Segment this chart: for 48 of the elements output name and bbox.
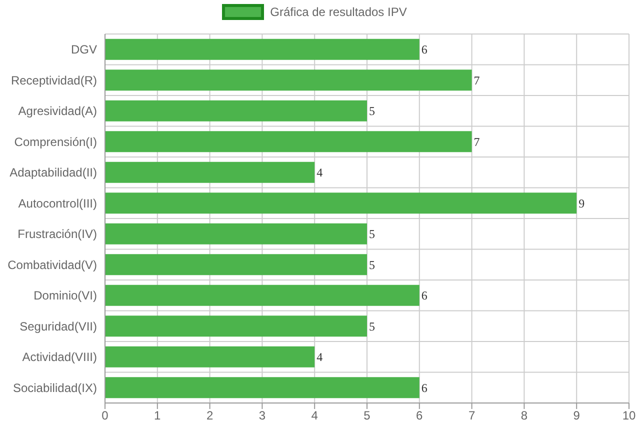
bar (105, 131, 472, 152)
x-tick-label: 4 (311, 408, 318, 423)
data-label: 6 (421, 42, 428, 57)
x-tick-label: 5 (364, 408, 371, 423)
y-tick-label: Comprensión(I) (14, 134, 97, 149)
y-tick-label: Dominio(VI) (34, 288, 97, 303)
data-label: 6 (421, 380, 428, 395)
x-tick-label: 8 (520, 408, 528, 423)
y-tick-label: Actividad(VIII) (22, 350, 97, 364)
bar (105, 192, 577, 214)
y-tick-label: Combatividad(V) (8, 258, 97, 272)
data-label: 4 (316, 350, 323, 364)
x-tick-label: 3 (258, 408, 266, 423)
data-label: 5 (369, 258, 375, 272)
bar (105, 223, 367, 244)
bar (105, 100, 367, 122)
y-tick-label: Receptividad(R) (10, 73, 97, 88)
y-tick-label: Sociabilidad(IX) (12, 380, 97, 395)
x-tick-label: 9 (573, 408, 580, 423)
data-label: 6 (421, 288, 428, 303)
data-label: 4 (316, 166, 323, 180)
bar (105, 70, 472, 91)
bar (105, 254, 367, 276)
legend-label: Gráfica de resultados IPV (270, 5, 407, 19)
bar (105, 377, 420, 398)
x-tick-label: 10 (622, 408, 636, 423)
y-tick-label: Seguridad(VII) (20, 319, 97, 334)
x-tick-label: 0 (102, 408, 109, 423)
y-tick-label: Autocontrol(III) (18, 196, 97, 210)
x-tick-label: 6 (416, 408, 424, 423)
y-tick-label: Adaptabilidad(II) (10, 166, 97, 180)
bar (105, 38, 420, 60)
bar (105, 346, 315, 368)
y-tick-label: Agresividad(A) (18, 104, 97, 118)
y-tick-label: Frustración(IV) (18, 227, 97, 242)
data-label: 9 (578, 196, 585, 210)
x-tick-label: 7 (468, 408, 476, 423)
data-label: 7 (474, 134, 480, 149)
data-label: 5 (369, 227, 375, 242)
y-tick-label: DGV (70, 42, 97, 57)
data-label: 7 (474, 73, 480, 88)
data-label: 5 (369, 319, 375, 334)
x-tick-label: 1 (154, 408, 162, 423)
bar (105, 316, 367, 337)
x-tick-label: 2 (206, 408, 214, 423)
bar (105, 162, 315, 183)
bar (105, 284, 420, 306)
data-label: 5 (369, 104, 375, 118)
